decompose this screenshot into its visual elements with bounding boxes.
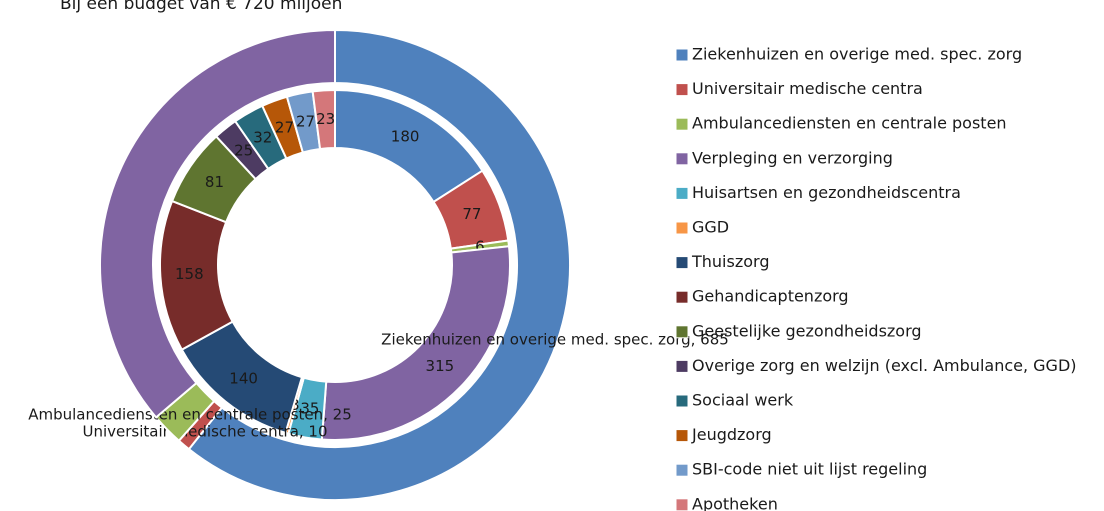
legend-swatch: [675, 290, 689, 304]
legend-swatch: [675, 429, 689, 443]
legend-label: SBI-code niet uit lijst regeling: [692, 460, 927, 479]
legend-swatch: [675, 152, 689, 166]
legend-label: Huisartsen en gezondheidscentra: [692, 183, 961, 202]
legend-label: Overige zorg en welzijn (excl. Ambulance…: [692, 356, 1077, 375]
data-label: 77: [462, 205, 481, 223]
data-label: 158: [175, 265, 204, 283]
data-label: 27: [275, 119, 294, 137]
legend-swatch: [675, 256, 689, 270]
data-label: 140: [229, 369, 258, 387]
data-label: 35: [300, 399, 319, 417]
data-label: 180: [391, 127, 420, 145]
data-label: 23: [316, 110, 335, 128]
data-label: 81: [205, 173, 224, 191]
donut-segment: [187, 28, 571, 501]
legend-swatch: [675, 48, 689, 62]
legend-swatch: [675, 394, 689, 408]
legend-label: Thuiszorg: [691, 252, 769, 271]
legend-label: Geestelijke gezondheidszorg: [692, 321, 922, 340]
legend-label: Jeugdzorg: [691, 425, 772, 444]
legend-swatch: [675, 498, 689, 511]
donut-segment: [320, 245, 511, 441]
legend-swatch: [675, 359, 689, 373]
chart-title: Bij een budget van € 720 miljoen: [60, 0, 342, 14]
legend-label: Universitair medische centra: [692, 79, 923, 98]
legend-swatch: [675, 186, 689, 200]
donut-segment: [311, 88, 336, 151]
data-label: 315: [426, 357, 455, 375]
legend-label: Gehandicaptenzorg: [692, 287, 849, 306]
legend-label: Sociaal werk: [692, 391, 794, 410]
donut-segment: [99, 28, 336, 419]
legend-label: Apotheken: [692, 494, 778, 511]
legend-label: GGD: [692, 218, 729, 237]
data-label: 32: [253, 129, 272, 147]
data-label: 3: [290, 396, 300, 414]
legend-label: Ambulancediensten en centrale posten: [692, 114, 1007, 133]
legend-swatch: [675, 221, 689, 235]
data-label: Ambulancediensten en centrale posten, 25: [28, 406, 352, 424]
data-label: 27: [296, 113, 315, 131]
legend-swatch: [675, 325, 689, 339]
legend-label: Ziekenhuizen en overige med. spec. zorg: [692, 45, 1022, 64]
legend-swatch: [675, 83, 689, 97]
data-label: 25: [234, 142, 253, 160]
data-label: 6: [475, 237, 485, 255]
legend-swatch: [675, 463, 689, 477]
legend-swatch: [675, 117, 689, 131]
legend-label: Verpleging en verzorging: [692, 148, 893, 167]
data-label: Ziekenhuizen en overige med. spec. zorg,…: [381, 331, 729, 349]
data-label: Universitair medische centra, 10: [82, 423, 327, 441]
